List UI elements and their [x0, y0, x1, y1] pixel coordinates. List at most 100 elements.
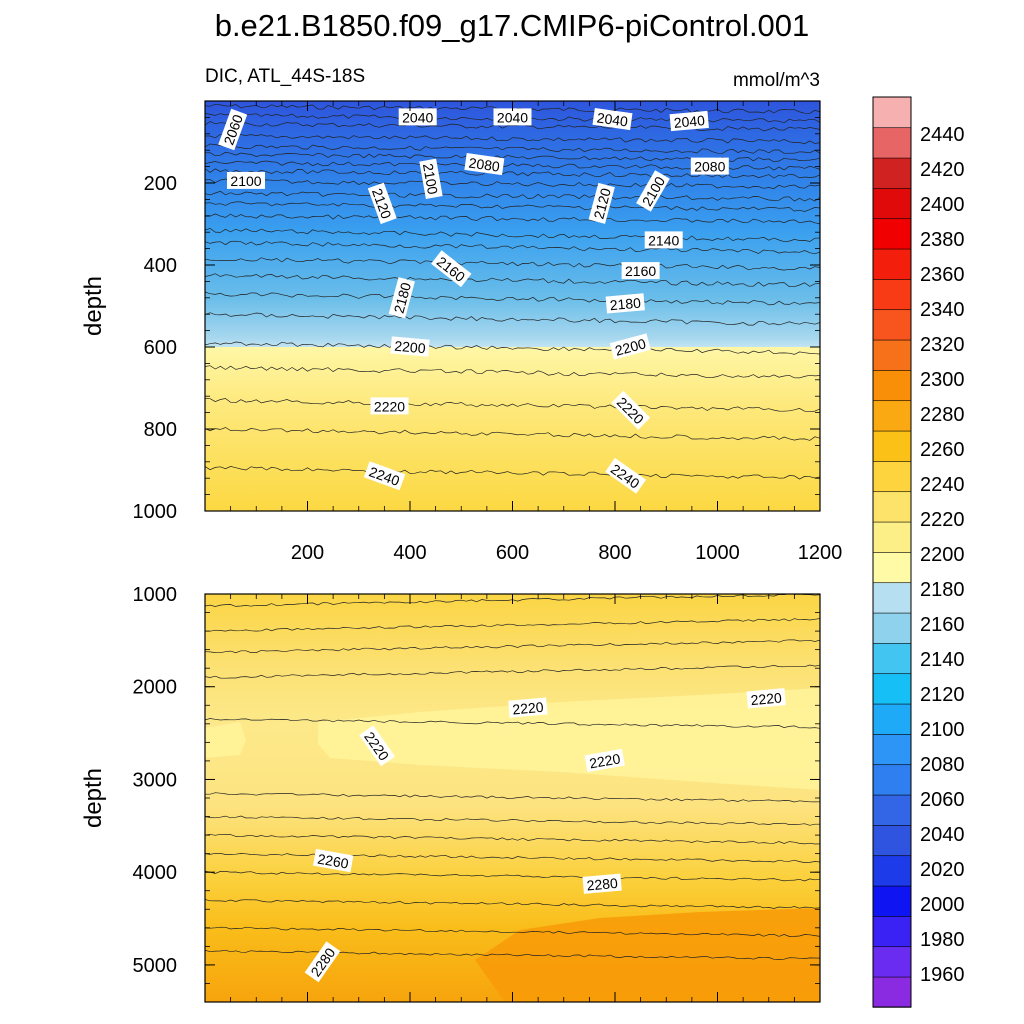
y-tick-label: 400 — [144, 255, 177, 277]
colorbar-label: 2440 — [920, 124, 965, 146]
contour-label-box — [227, 171, 265, 189]
y-tick-label: 800 — [144, 419, 177, 441]
contour-line-2240 — [205, 466, 820, 480]
lower-deep-orange-region — [475, 908, 820, 1002]
contour-label-text: 2100 — [420, 162, 441, 196]
contour-label-box — [390, 336, 430, 357]
contour-line-2180 — [205, 291, 820, 306]
contour-line-2150 — [205, 240, 820, 255]
colorbar-label: 2360 — [920, 264, 965, 286]
contour-label-text: 2180 — [391, 280, 415, 314]
colorbar-swatch — [872, 642, 912, 675]
contour-label-box — [218, 108, 248, 151]
contour-label-text: 2040 — [673, 112, 706, 131]
contour-label-box — [690, 157, 729, 175]
colorbar-label: 1980 — [920, 929, 965, 951]
colorbar-swatch — [872, 915, 912, 948]
contour-label: 2080 — [464, 153, 505, 176]
contour-line-2050 — [205, 133, 820, 145]
colorbar-swatch — [872, 491, 912, 523]
contour-label-text: 2220 — [512, 699, 545, 718]
contour-label: 2220 — [508, 697, 548, 718]
contour-label-box — [363, 461, 406, 491]
lower-light-tongue — [205, 688, 820, 790]
contour-label-text: 2220 — [374, 398, 405, 414]
colorbar-label: 2140 — [920, 649, 965, 671]
colorbar-swatch — [872, 946, 912, 978]
contour-label-box — [644, 231, 683, 249]
contour-label: 2040 — [398, 108, 437, 126]
contour-label-box — [370, 397, 409, 415]
contour-label-text: 2040 — [596, 109, 629, 129]
lower-axes: 1000 2000 3000 4000 5000 — [133, 584, 821, 1003]
colorbar-label: 2180 — [920, 579, 965, 601]
colorbar-swatch — [872, 885, 912, 917]
contour-label: 2100 — [419, 158, 443, 200]
contour-label: 2040 — [592, 107, 633, 131]
contour-label: 2140 — [644, 231, 683, 249]
contour-label-text: 2080 — [694, 159, 725, 175]
colorbar-label: 2340 — [920, 299, 965, 321]
colorbar-swatch — [872, 582, 912, 614]
colorbar-swatch — [872, 369, 912, 402]
y-tick-label: 3000 — [133, 769, 178, 791]
contour-line-2120 — [205, 201, 820, 212]
x-tick-label: 800 — [598, 542, 631, 564]
y-tick-label: 600 — [144, 337, 177, 359]
colorbar-swatch — [872, 309, 912, 341]
colorbar-label: 2420 — [920, 159, 965, 181]
x-tick-label: 1200 — [798, 542, 843, 564]
colorbar-swatch — [872, 673, 912, 705]
colorbar-swatch — [872, 187, 912, 220]
contour-line-2230 — [205, 427, 820, 441]
contour-label: 2120 — [588, 182, 615, 224]
contour-label-box — [419, 158, 443, 200]
contour-line-2100 — [205, 178, 820, 189]
contour-label: 2180 — [605, 293, 645, 314]
colorbar-swatch — [872, 400, 912, 432]
contour-line-2228 — [205, 618, 820, 632]
contour-label-text: 2140 — [648, 232, 679, 248]
y-tick-label: 2000 — [133, 677, 178, 699]
contour-line-2222 — [205, 664, 820, 679]
x-tick-label: 1000 — [695, 542, 740, 564]
lower-contour-lines — [205, 594, 820, 960]
y-tick-label: 1000 — [133, 501, 178, 523]
contour-label-text: 2200 — [394, 338, 427, 357]
colorbar-label: 2220 — [920, 509, 965, 531]
colorbar-swatch — [872, 96, 912, 129]
contour-line-2210 — [205, 365, 820, 379]
contour-line-2160 — [205, 257, 820, 271]
contour-label-text: 2260 — [316, 851, 350, 872]
colorbar-label: 2260 — [920, 439, 965, 461]
colorbar-swatch — [872, 339, 912, 371]
contour-label-box — [609, 333, 651, 360]
upper-axes: 200 400 600 800 1000 200 400 600 800 1000 1200 — [133, 100, 843, 564]
figure-title: b.e21.B1850.f09_g17.CMIP6-piControl.001 — [215, 8, 810, 43]
colorbar-swatch — [872, 521, 912, 553]
contour-label-box — [584, 748, 625, 773]
x-tick-label: 600 — [496, 542, 529, 564]
contour-line-2130 — [205, 213, 820, 225]
colorbar-swatch — [872, 127, 912, 159]
colorbar-frame — [872, 96, 912, 1008]
contour-label-text: 2220 — [588, 750, 622, 771]
colorbar-label: 2100 — [920, 719, 965, 741]
colorbar-swatch — [872, 551, 912, 584]
contour-label: 2160 — [621, 262, 660, 280]
colorbar-swatch — [872, 976, 912, 1008]
contour-label-box — [621, 262, 660, 280]
colorbar-label: 2400 — [920, 194, 965, 216]
contour-line-2240 — [205, 833, 820, 845]
contour-line-2270 — [205, 899, 820, 909]
contour-label: 2200 — [609, 333, 651, 360]
upper-contour-lines — [205, 103, 820, 480]
contour-label-box — [611, 390, 651, 430]
contour-label-box — [605, 457, 647, 494]
contour-label: 2200 — [390, 336, 430, 357]
colorbar-swatch — [872, 764, 912, 796]
contour-label-box — [359, 725, 395, 767]
contour-label-box — [592, 107, 633, 131]
